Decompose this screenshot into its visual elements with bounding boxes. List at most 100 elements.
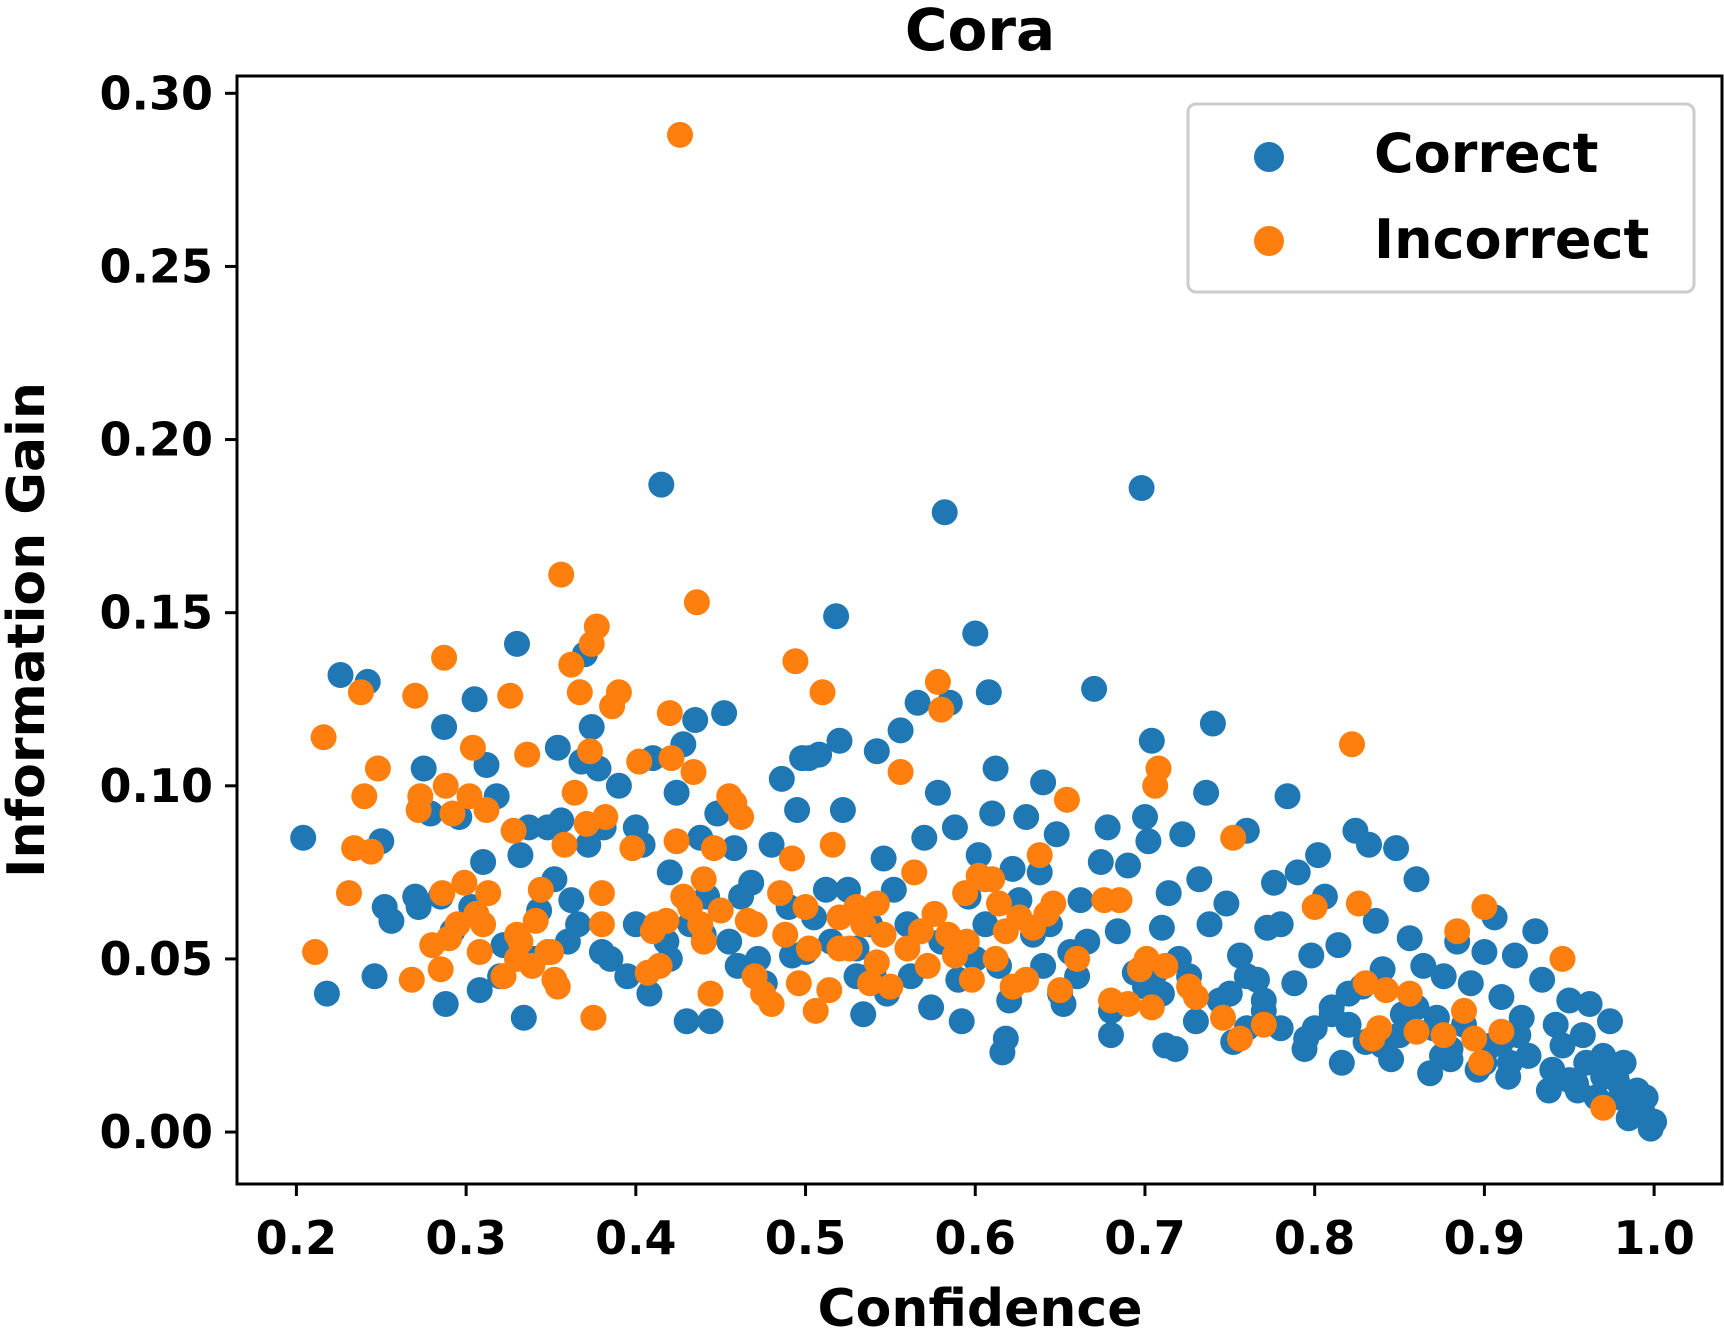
data-point-incorrect [779,845,805,872]
data-point-incorrect [577,738,603,765]
data-point-incorrect [1373,977,1399,1004]
data-point-incorrect [1210,1004,1236,1031]
data-point-correct [924,779,951,806]
data-point-correct [1298,942,1325,969]
data-point-incorrect [561,779,588,806]
legend-label-incorrect: Incorrect [1374,208,1649,271]
data-point-correct [1569,1022,1596,1049]
data-point-correct [1318,1001,1345,1028]
data-point-incorrect [953,928,980,955]
y-tick-label: 0.10 [100,759,214,813]
data-point-incorrect [816,977,843,1004]
data-point-correct [1488,984,1515,1010]
data-point-correct [504,630,530,657]
data-point-correct [1043,821,1070,848]
data-point-correct [1471,939,1498,965]
data-point-correct [1383,835,1410,862]
data-point-incorrect [658,745,685,772]
data-point-correct [1610,1049,1637,1076]
data-point-correct [992,1025,1019,1052]
data-point-correct [636,980,663,1007]
data-point-correct [931,499,958,526]
data-point-correct [1535,1077,1562,1104]
data-point-correct [1632,1084,1659,1111]
data-point-correct [1233,963,1260,990]
data-point-correct [1148,914,1175,941]
data-point-correct [850,1001,877,1028]
data-point-correct [768,765,795,792]
data-point-correct [1138,727,1165,754]
data-point-correct [1293,1025,1320,1052]
data-point-incorrect [439,800,466,827]
data-point-correct [431,714,458,740]
data-point-correct [361,963,388,990]
chart-title: Cora [905,0,1055,64]
data-point-incorrect [1301,894,1328,920]
y-axis: 0.00 0.05 0.10 0.15 0.20 0.25 0.30 [100,66,237,1159]
data-point-incorrect [1040,890,1067,917]
data-point-correct [1457,970,1484,997]
data-point-incorrect [982,945,1009,972]
data-point-correct [1356,831,1382,858]
data-point-correct [941,814,968,841]
legend: Correct Incorrect [1186,102,1696,294]
x-tick-label: 0.6 [935,1211,1017,1265]
x-tick-label: 0.9 [1444,1211,1526,1265]
data-point-incorrect [588,911,615,938]
data-point-correct [1281,970,1308,997]
data-point-correct [313,980,340,1007]
data-point-correct [327,662,354,688]
data-point-correct [1305,842,1332,869]
data-point-incorrect [707,897,734,924]
data-point-incorrect [690,866,717,893]
data-point-incorrect [500,817,527,844]
data-point-correct [721,835,748,862]
x-tick-label: 0.2 [256,1211,338,1265]
data-point-incorrect [347,679,374,706]
data-point-correct [1162,1036,1189,1062]
data-point-correct [1155,880,1182,907]
data-point-incorrect [795,935,822,962]
y-tick-label: 0.30 [100,66,214,120]
data-point-incorrect [870,921,897,948]
data-point-incorrect [924,668,951,695]
data-point-correct [711,700,738,727]
legend-label-correct: Correct [1374,122,1598,185]
series-incorrect [302,121,1617,1121]
data-point-correct [1135,828,1162,855]
data-point-correct [1410,952,1437,979]
data-point-correct [999,855,1026,882]
data-point-incorrect [1471,894,1498,920]
data-point-incorrect [1403,1018,1430,1045]
data-point-incorrect [1590,1094,1617,1121]
data-point-incorrect [351,783,378,810]
data-point-correct [962,620,989,647]
data-point-correct [972,911,999,938]
data-point-incorrect [921,900,948,927]
data-point-incorrect [1451,997,1477,1024]
y-tick-label: 0.05 [100,932,214,986]
data-point-correct [1284,859,1311,886]
y-tick-label: 0.00 [100,1105,214,1159]
data-point-correct [1549,1032,1576,1059]
data-point-correct [1182,1008,1209,1035]
data-point-correct [548,807,575,834]
data-point-incorrect [1115,991,1141,1017]
data-point-incorrect [522,907,549,934]
data-point-incorrect [1047,977,1074,1004]
data-point-incorrect [473,797,500,823]
data-point-correct [812,876,839,903]
x-tick-label: 0.7 [1104,1211,1186,1265]
data-point-correct [870,845,897,872]
data-point-incorrect [802,997,829,1024]
data-point-correct [1169,821,1196,848]
data-point-incorrect [336,880,362,907]
data-point-incorrect [741,911,768,938]
data-point-correct [716,928,743,955]
data-point-incorrect [1152,952,1179,979]
data-point-incorrect [1430,1022,1457,1049]
data-point-correct [1081,675,1108,702]
data-point-correct [1496,1049,1523,1076]
data-point-incorrect [583,613,610,640]
data-point-incorrect [1461,1025,1488,1052]
